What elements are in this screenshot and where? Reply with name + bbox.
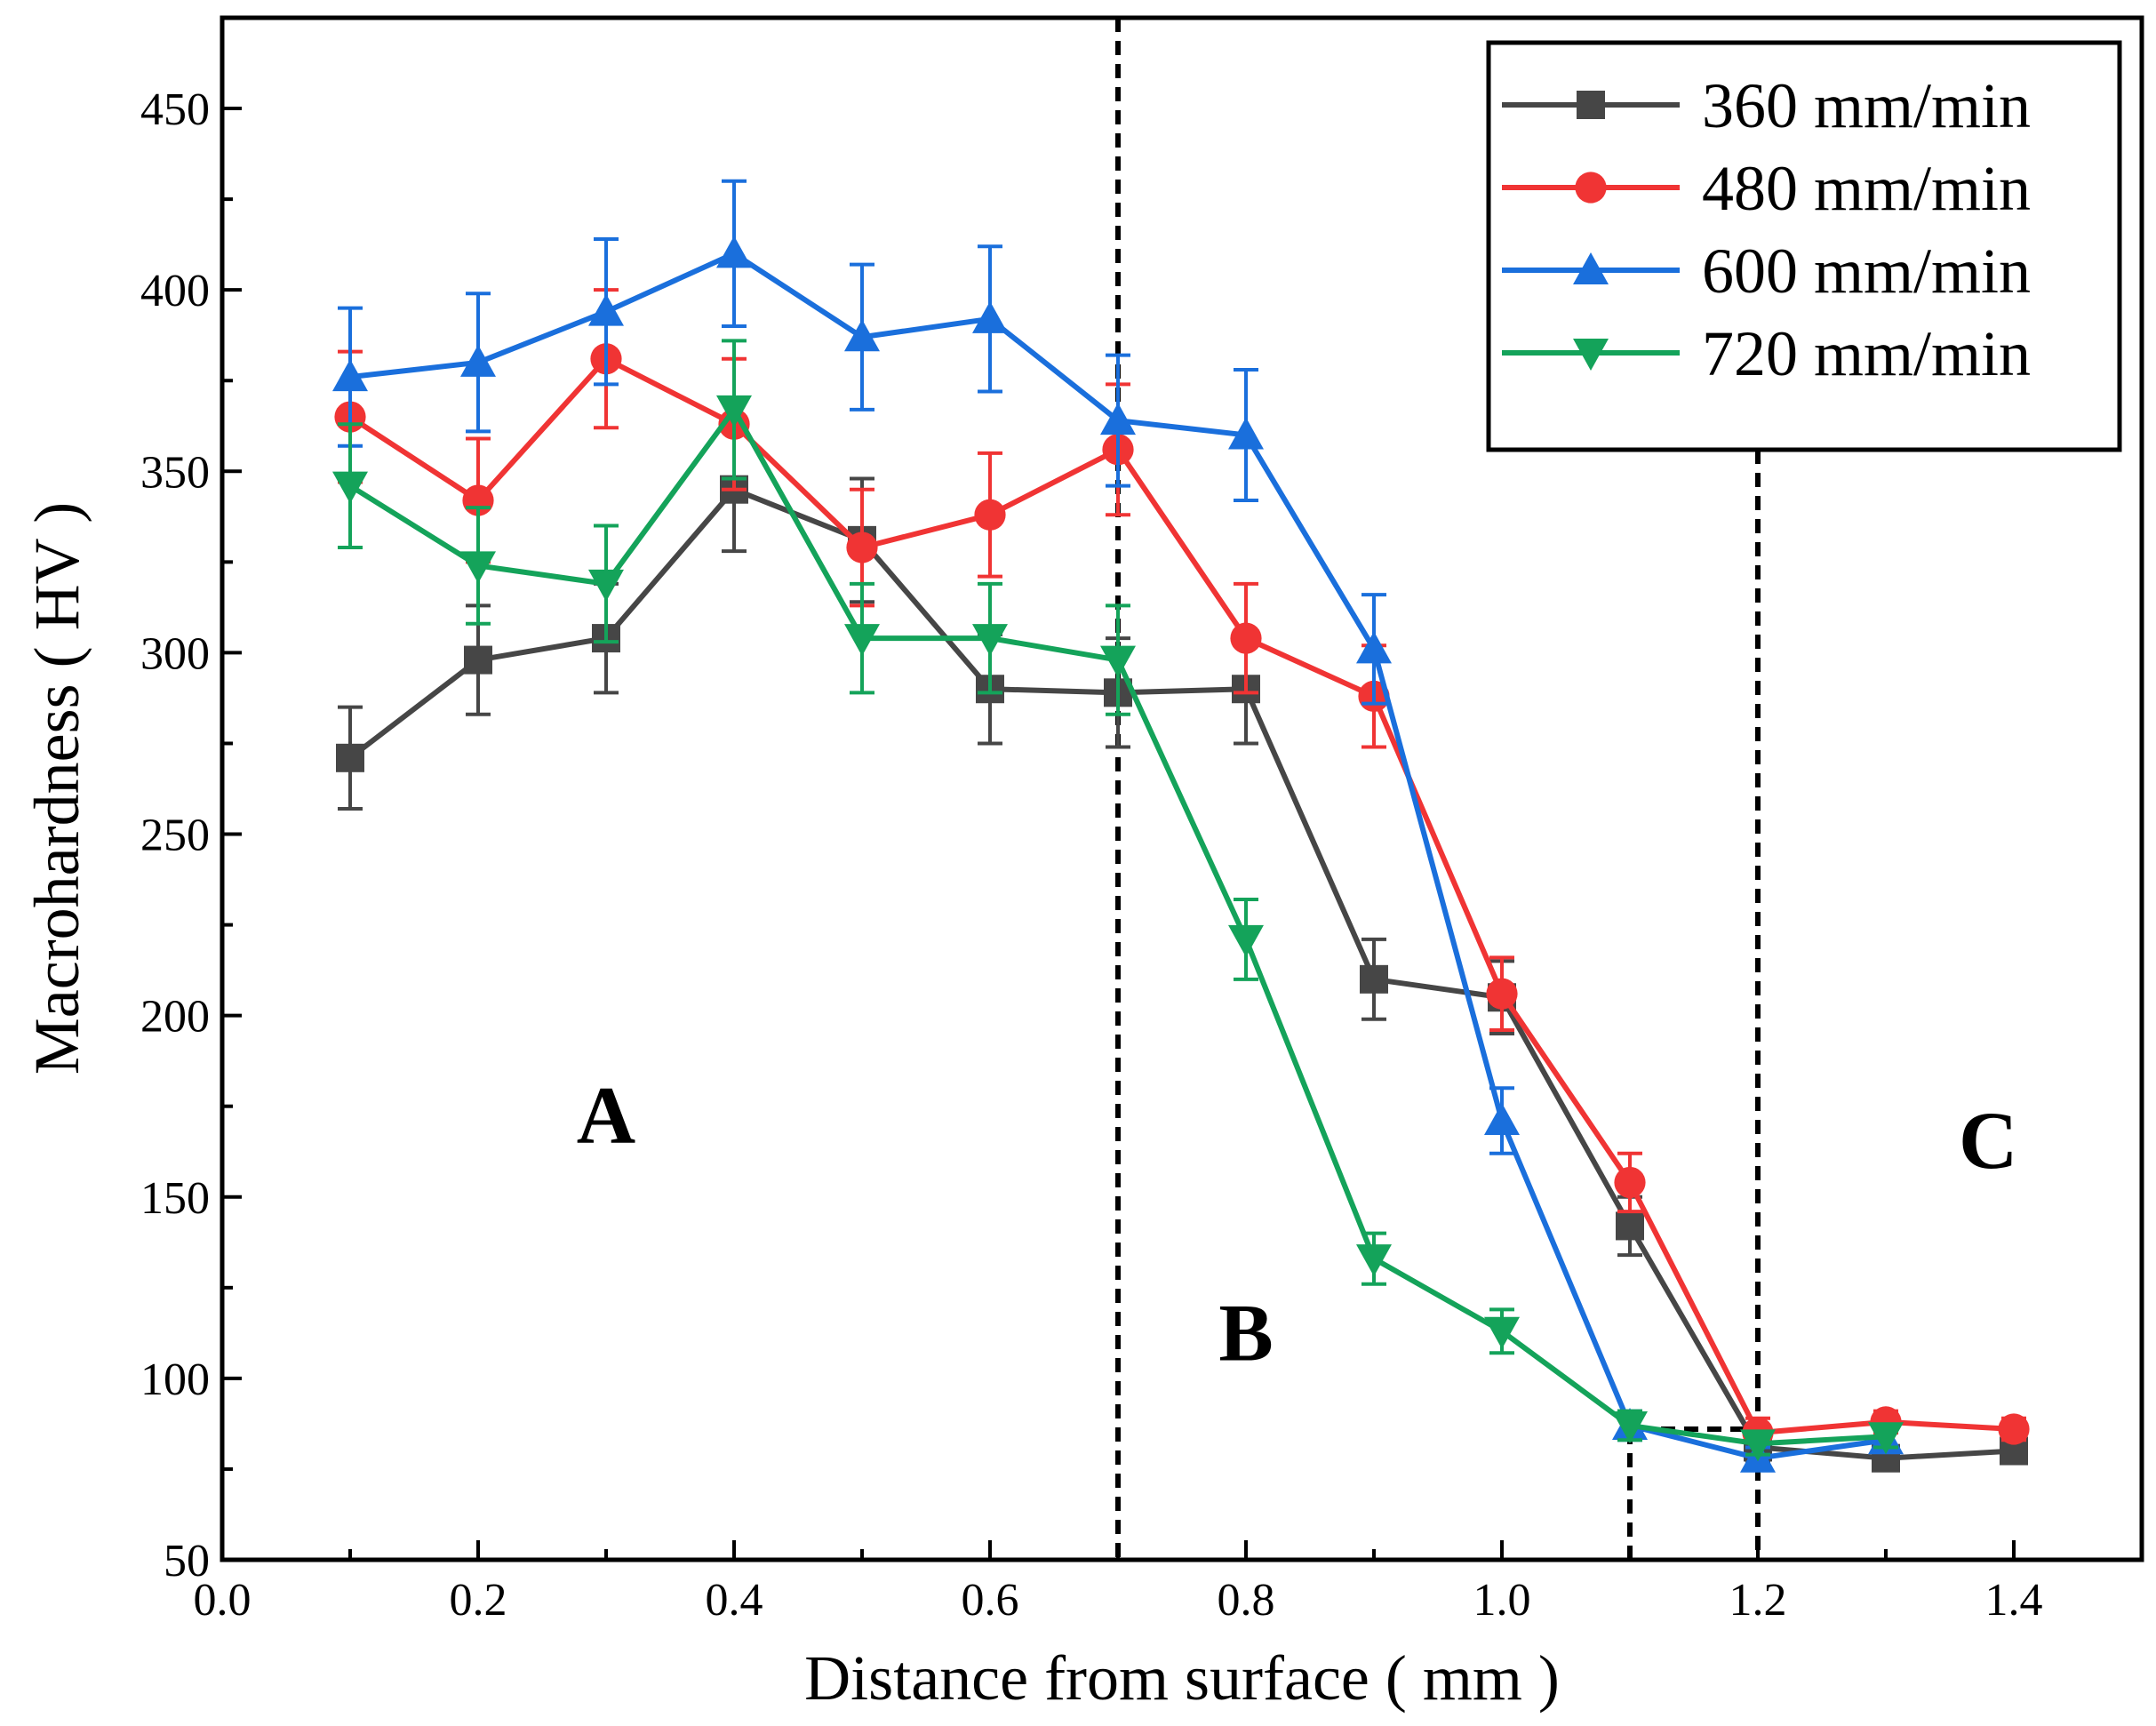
- data-point: [460, 551, 496, 584]
- x-tick-label: 1.2: [1729, 1575, 1787, 1626]
- data-point: [846, 531, 878, 563]
- region-boundaries: [1115, 18, 1761, 1560]
- data-point: [972, 624, 1008, 657]
- data-series: [332, 179, 2030, 1473]
- data-point: [460, 344, 496, 377]
- data-point: [332, 359, 368, 392]
- x-tick-label: 0.0: [194, 1575, 252, 1626]
- x-tick-label: 0.8: [1218, 1575, 1275, 1626]
- data-point: [1356, 1244, 1392, 1277]
- y-tick-label: 100: [140, 1354, 210, 1405]
- y-tick-label: 250: [140, 811, 210, 861]
- legend: 360 mm/min 480 mm/min 600 mm/min 720 mm/min: [1486, 40, 2122, 452]
- data-point: [1616, 1211, 1644, 1241]
- data-point: [1740, 1429, 1776, 1462]
- x-tick-label: 1.0: [1473, 1575, 1531, 1626]
- data-point: [1998, 1413, 2030, 1445]
- legend-label: 600 mm/min: [1702, 236, 2031, 307]
- data-point: [1360, 964, 1388, 994]
- x-tick-label: 1.4: [1985, 1575, 2043, 1626]
- legend-marker: [1573, 339, 1609, 371]
- region-label-a: A: [577, 1070, 635, 1161]
- data-point: [844, 319, 880, 352]
- series-line: [348, 356, 2015, 1436]
- series-1: [334, 288, 2030, 1450]
- series-0: [336, 426, 2028, 1473]
- data-point: [716, 236, 752, 268]
- region-label-b: B: [1218, 1287, 1273, 1378]
- y-tick-label: 400: [140, 266, 210, 316]
- data-point: [464, 645, 492, 675]
- data-point: [1612, 1410, 1648, 1443]
- y-tick-label: 200: [140, 992, 210, 1043]
- legend-label: 360 mm/min: [1702, 70, 2031, 141]
- data-point: [716, 395, 752, 428]
- data-point: [1614, 1166, 1646, 1199]
- legend-label: 720 mm/min: [1702, 318, 2031, 389]
- y-tick-label: 450: [140, 84, 210, 135]
- axis-ticks: 0.0 0.2 0.4 0.6 0.8 1.0 1.2 1.4 50 100 150 200 250 30…: [140, 84, 2043, 1626]
- data-point: [588, 569, 624, 602]
- data-point: [844, 624, 880, 657]
- y-tick-label: 150: [140, 1173, 210, 1224]
- legend-marker: [1573, 252, 1609, 284]
- legend-marker: [1577, 91, 1605, 119]
- data-point: [1484, 1316, 1520, 1349]
- data-point: [972, 300, 1008, 333]
- series-line: [348, 486, 2015, 1461]
- x-tick-label: 0.2: [450, 1575, 507, 1626]
- data-point: [974, 499, 1006, 531]
- legend-label: 480 mm/min: [1702, 153, 2031, 224]
- data-point: [1230, 622, 1262, 654]
- y-axis-title: Macrohardness ( HV ): [21, 502, 92, 1075]
- y-tick-label: 50: [164, 1536, 210, 1586]
- x-tick-label: 0.4: [706, 1575, 763, 1626]
- data-point: [1484, 1103, 1520, 1136]
- data-point: [332, 471, 368, 504]
- region-labels: A B C: [577, 1070, 2018, 1378]
- data-point: [1356, 631, 1392, 664]
- data-point: [1228, 924, 1264, 957]
- plot-frame: [220, 15, 2144, 1562]
- data-point: [1100, 403, 1136, 435]
- zoom-box: [1627, 1426, 1758, 1560]
- data-point: [1228, 417, 1264, 450]
- x-tick-label: 0.6: [962, 1575, 1019, 1626]
- data-point: [1868, 1422, 1904, 1455]
- series-3: [332, 339, 1904, 1462]
- y-tick-label: 300: [140, 628, 210, 679]
- region-label-c: C: [1959, 1095, 2017, 1186]
- x-axis-title: Distance from surface ( mm ): [804, 1642, 1560, 1714]
- data-point: [588, 293, 624, 326]
- data-point: [336, 743, 364, 772]
- y-tick-label: 350: [140, 447, 210, 498]
- legend-marker: [1575, 172, 1607, 204]
- data-point: [1486, 978, 1518, 1010]
- data-point: [1100, 645, 1136, 678]
